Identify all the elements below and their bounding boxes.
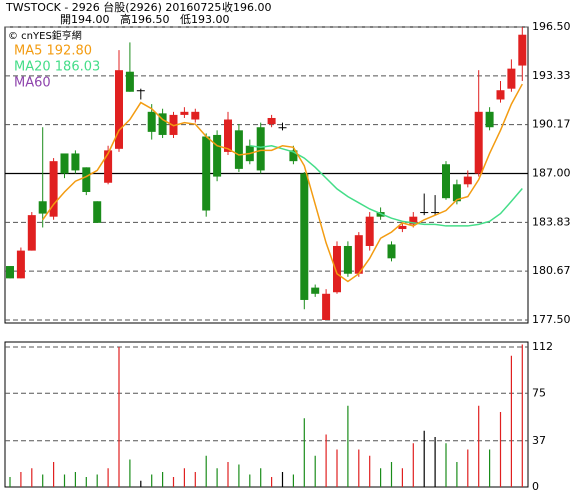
candle-body <box>463 176 472 185</box>
candle-body <box>82 167 91 193</box>
candle-body <box>485 111 494 128</box>
candle-body <box>213 134 222 177</box>
candle-body <box>365 216 374 246</box>
candle-body <box>333 245 341 293</box>
y-tick-label: 190.17 <box>532 118 571 131</box>
candle-body <box>60 153 69 174</box>
candle-body <box>71 153 80 171</box>
candle-body <box>136 90 145 92</box>
candle-body <box>354 235 363 274</box>
header-low: 低193.00 <box>180 13 230 26</box>
candle-body <box>507 68 516 89</box>
candle-body <box>267 117 276 125</box>
candle-body <box>16 250 25 279</box>
candle-body <box>27 215 36 251</box>
candle-body <box>398 225 407 230</box>
candle-body <box>191 111 200 120</box>
candle-body <box>224 119 232 152</box>
candle-body <box>180 111 189 115</box>
candle-body <box>256 127 265 171</box>
candle-body <box>496 90 505 100</box>
candle-body <box>442 164 450 199</box>
legend-entry: MA20 186.03 <box>14 60 100 75</box>
y-tick-label: 196.50 <box>532 20 571 33</box>
candle-body <box>474 111 483 174</box>
ma5-line <box>42 83 523 283</box>
volume-panel <box>4 341 529 488</box>
candle-body <box>343 245 352 274</box>
price-panel <box>4 26 529 324</box>
legend-entry: MA60 <box>14 76 51 91</box>
candle-body <box>234 130 243 169</box>
y-tick-label: 0 <box>532 480 539 493</box>
y-tick-label: 112 <box>532 340 553 353</box>
header-open: 開194.00 <box>60 13 110 26</box>
candle-body <box>289 150 298 162</box>
candle-body <box>431 212 440 214</box>
candle-body <box>452 184 461 202</box>
candle-body <box>311 287 320 294</box>
candle-body <box>387 244 396 259</box>
y-tick-label: 193.33 <box>532 69 571 82</box>
candle-body <box>115 70 123 149</box>
header-high: 高196.50 <box>120 12 170 26</box>
legend-entry: MA5 192.80 <box>14 44 92 59</box>
candle-body <box>93 201 102 223</box>
candle-body <box>322 293 331 320</box>
header-close: 收196.00 <box>222 0 272 14</box>
y-tick-label: 37 <box>532 434 546 447</box>
y-tick-label: 187.00 <box>532 167 571 180</box>
y-tick-label: 177.50 <box>532 313 571 326</box>
candle-body <box>49 161 58 217</box>
y-tick-label: 180.67 <box>532 264 571 277</box>
candle-body <box>125 71 134 92</box>
candle-body <box>104 150 113 183</box>
candle-body <box>38 201 47 214</box>
candle-body <box>518 34 527 66</box>
ma20-line <box>249 144 523 227</box>
y-tick-label: 183.83 <box>532 215 571 228</box>
candle-body <box>147 111 156 132</box>
candle-body <box>409 216 418 225</box>
candle-body <box>202 136 211 211</box>
candle-body <box>420 212 429 214</box>
legend-source: © cnYES鉅亨網 <box>8 29 82 42</box>
header-title: TWSTOCK - 2926 台股(2926) 20160725 <box>5 0 221 14</box>
candle-body <box>300 173 309 300</box>
candle-body <box>158 113 167 135</box>
y-tick-label: 75 <box>532 386 546 399</box>
candle-body <box>6 266 14 279</box>
candle-body <box>278 127 287 129</box>
